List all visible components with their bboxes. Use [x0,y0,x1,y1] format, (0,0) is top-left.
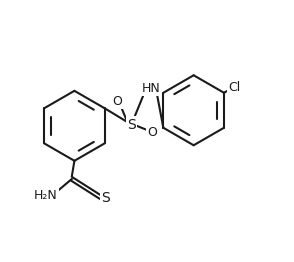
Text: HN: HN [141,82,160,95]
Text: S: S [127,118,136,132]
Text: S: S [101,192,109,205]
Text: O: O [112,95,122,108]
Text: H₂N: H₂N [34,189,58,202]
Text: O: O [147,126,157,139]
Text: Cl: Cl [228,80,240,94]
